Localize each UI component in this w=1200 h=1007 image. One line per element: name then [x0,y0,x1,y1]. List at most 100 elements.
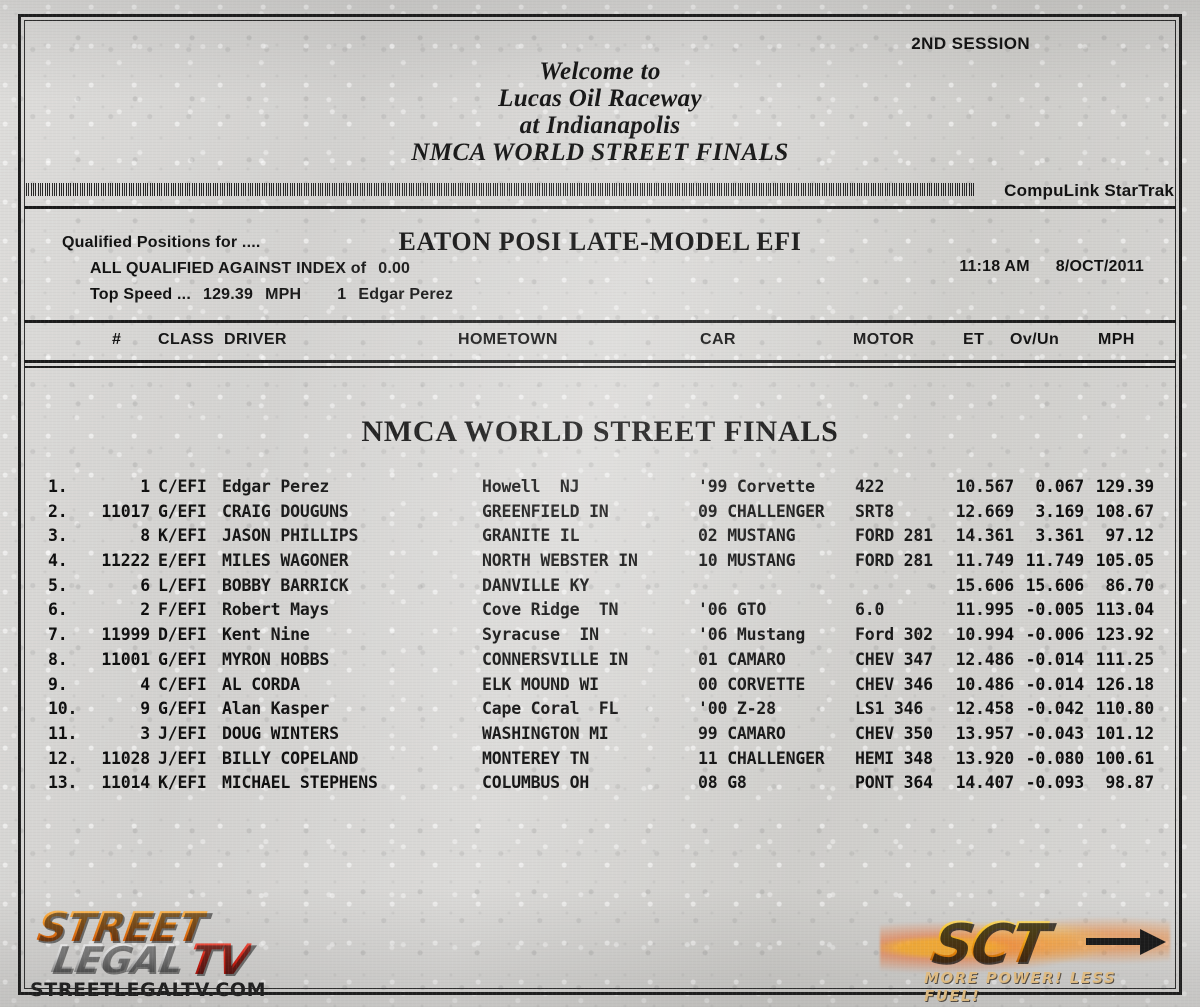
row-driver: JASON PHILLIPS [222,526,359,546]
qualified-info-block: Qualified Positions for .... ALL QUALIFI… [62,230,453,308]
column-header-num: # [112,331,122,348]
column-header-car: CAR [700,331,736,348]
row-ovun: 3.169 [1035,501,1084,521]
row-driver: MYRON HOBBS [222,649,330,669]
column-header-driver: DRIVER [224,331,287,348]
row-driver: Alan Kasper [222,699,330,719]
top-speed-value: 129.39 [202,286,254,303]
row-mph: 105.05 [1095,551,1155,571]
row-class: J/EFI [158,748,207,768]
row-motor: FORD 281 [855,526,933,546]
row-class: C/EFI [158,674,207,694]
column-header-hometown: HOMETOWN [458,331,558,348]
row-car: '00 Z-28 [698,699,776,719]
row-mph: 98.87 [1105,773,1154,793]
row-car-number: 11014 [101,773,150,793]
table-row: 1. 1 C/EFI Edgar Perez Howell NJ '99 Corvette… [0,475,1200,500]
row-ovun: -0.005 [1025,600,1085,620]
row-ovun: -0.014 [1025,674,1085,694]
row-class: G/EFI [158,501,207,521]
table-row: 12. 11028 J/EFI BILLY COPELAND MONTEREY TN 11… [0,747,1200,772]
row-position: 9. [48,674,68,694]
row-hometown: NORTH WEBSTER IN [482,551,638,571]
row-ovun: -0.093 [1025,773,1085,793]
row-car-number: 3 [140,723,150,743]
row-position: 2. [48,501,68,521]
row-hometown: DANVILLE KY [482,575,590,595]
row-motor: CHEV 347 [855,649,933,669]
print-time: 11:18 AM [959,258,1030,275]
row-ovun: 15.606 [1025,575,1085,595]
column-header-row: # CLASS DRIVER HOMETOWN CAR MOTOR ET Ov/… [0,331,1200,355]
row-et: 14.407 [955,773,1015,793]
timestamp-block: 11:18 AM 8/OCT/2011 [959,258,1144,276]
row-et: 14.361 [955,526,1015,546]
row-mph: 110.80 [1095,699,1155,719]
timing-system-label: CompuLink StarTrak [1004,181,1174,200]
row-car: 11 CHALLENGER [698,748,825,768]
row-mph: 108.67 [1095,501,1155,521]
row-et: 12.458 [955,699,1015,719]
slt-tv-text: TV [186,935,254,984]
index-line: ALL QUALIFIED AGAINST INDEX of 0.00 [62,256,453,282]
row-driver: Edgar Perez [222,477,330,496]
row-hometown: ELK MOUND WI [482,674,599,694]
welcome-line-4: NMCA WORLD STREET FINALS [411,139,789,166]
section-title: NMCA WORLD STREET FINALS [361,415,839,448]
row-position: 6. [48,600,68,620]
row-et: 12.669 [955,501,1015,521]
row-class: F/EFI [158,600,207,620]
arrow-icon [1140,929,1166,955]
table-row: 8. 11001 G/EFI MYRON HOBBS CONNERSVILLE IN 01… [0,648,1200,673]
row-position: 5. [48,575,68,595]
event-title: EATON POSI LATE-MODEL EFI [398,227,802,256]
column-header-motor: MOTOR [853,331,915,348]
row-driver: AL CORDA [222,674,300,694]
row-class: G/EFI [158,649,207,669]
row-car: 09 CHALLENGER [698,501,825,521]
row-driver: Robert Mays [222,600,330,620]
row-car-number: 11017 [101,501,150,521]
top-speed-position: 1 [337,286,347,303]
row-driver: MILES WAGONER [222,551,349,571]
table-row: 11. 3 J/EFI DOUG WINTERS WASHINGTON MI 99 CAM… [0,722,1200,747]
row-hometown: CONNERSVILLE IN [482,649,629,669]
row-car: 08 G8 [698,773,747,793]
top-speed-label: Top Speed ... [90,286,191,303]
row-mph: 100.61 [1095,748,1155,768]
table-row: 7. 11999 D/EFI Kent Nine Syracuse IN '06 Must… [0,623,1200,648]
sct-logo[interactable]: SCT MORE POWER! LESS FUEL! [880,903,1170,1005]
row-car-number: 9 [140,699,150,719]
row-class: K/EFI [158,526,207,546]
row-ovun: -0.042 [1025,699,1085,719]
row-position: 8. [48,649,68,669]
street-legal-tv-logo[interactable]: STREET LEGAL TV STREETLEGALTV.COM [30,899,330,1001]
row-car-number: 11999 [101,625,150,645]
row-mph: 113.04 [1095,600,1155,620]
row-class: L/EFI [158,575,207,595]
row-position: 10. [48,699,78,719]
row-car: 02 MUSTANG [698,526,796,546]
sheet-border-outer [18,14,1182,995]
top-speed-driver: Edgar Perez [358,286,454,303]
row-car: '06 GTO [698,600,767,620]
row-car: 00 CORVETTE [698,674,806,694]
row-driver: MICHAEL STEPHENS [222,773,378,793]
row-hometown: WASHINGTON MI [482,723,609,743]
row-motor: FORD 281 [855,551,933,571]
row-car: 10 MUSTANG [698,551,796,571]
welcome-line-2: Lucas Oil Raceway [498,85,702,112]
row-motor: 6.0 [855,600,885,620]
timing-strip-row: CompuLink StarTrak [26,181,1174,200]
row-hometown: Cove Ridge TN [482,600,619,620]
row-et: 10.567 [955,477,1015,496]
row-class: C/EFI [158,477,207,496]
index-value: 0.00 [378,260,411,277]
row-car-number: 2 [140,600,150,620]
row-motor: CHEV 350 [855,723,933,743]
row-hometown: GREENFIELD IN [482,501,609,521]
row-hometown: MONTEREY TN [482,748,590,768]
row-position: 3. [48,526,68,546]
results-table: 1. 1 C/EFI Edgar Perez Howell NJ '99 Corvette… [0,475,1200,796]
